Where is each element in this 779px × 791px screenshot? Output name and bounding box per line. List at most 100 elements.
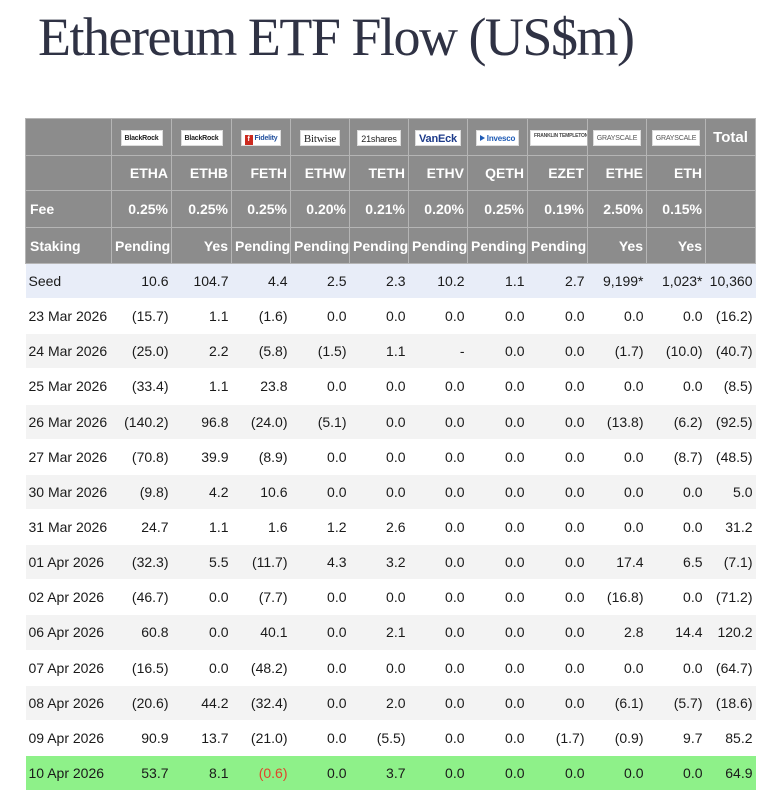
blackrock-logo: BlackRock xyxy=(180,129,223,146)
flow-cell: (6.2) xyxy=(646,404,706,440)
table-row: 23 Mar 2026 (15.7) 1.1 (1.6) 0.0 0.0 0.0 0.0 0.0… xyxy=(25,298,756,335)
flow-cell: 0.0 xyxy=(290,439,350,475)
flow-cell: 0.0 xyxy=(349,439,409,475)
flow-cell: 5.5 xyxy=(171,544,232,581)
flow-cell: 0.0 xyxy=(171,650,232,686)
flow-cell: 0.0 xyxy=(408,368,468,405)
row-date: 26 Mar 2026 xyxy=(25,404,112,440)
fee-value: 0.15% xyxy=(646,190,706,228)
row-total-cell: (92.5) xyxy=(705,404,756,440)
flow-cell: 0.0 xyxy=(527,614,588,651)
flow-cell: 0.0 xyxy=(467,685,528,721)
row-total-cell: (71.2) xyxy=(705,579,756,616)
flow-cell: (11.7) xyxy=(231,544,291,581)
row-total-cell: 31.2 xyxy=(705,509,756,546)
flow-cell: 0.0 xyxy=(587,298,647,335)
flow-cell: (20.6) xyxy=(111,685,172,721)
flow-cell: 10.2 xyxy=(408,263,468,300)
fee-total-blank xyxy=(705,190,756,228)
header-corner-cell xyxy=(25,118,112,156)
flow-cell: 0.0 xyxy=(467,298,528,335)
row-date: 02 Apr 2026 xyxy=(25,579,112,616)
staking-value: Yes xyxy=(646,227,706,264)
row-date: 10 Apr 2026 xyxy=(25,755,112,791)
row-date: 08 Apr 2026 xyxy=(25,685,112,721)
flow-cell: 0.0 xyxy=(467,720,528,756)
flow-cell: 0.0 xyxy=(527,298,588,335)
flow-cell: 0.0 xyxy=(587,439,647,475)
21shares-logo: 21shares xyxy=(357,129,401,146)
flow-cell: (5.8) xyxy=(231,333,291,370)
flow-cell: 0.0 xyxy=(527,404,588,440)
flow-cell: 4.4 xyxy=(231,263,291,300)
flow-cell: 60.8 xyxy=(111,614,172,651)
flow-cell: 0.0 xyxy=(587,755,647,791)
flow-cell: 39.9 xyxy=(171,439,232,475)
flow-cell: (1.7) xyxy=(527,720,588,756)
flow-cell: 0.0 xyxy=(467,439,528,475)
flow-cell: 0.0 xyxy=(646,298,706,335)
flow-cell: 0.0 xyxy=(408,544,468,581)
flow-cell: 6.5 xyxy=(646,544,706,581)
flow-cell: (5.1) xyxy=(290,404,350,440)
flow-cell: 0.0 xyxy=(467,368,528,405)
seed-row: Seed 10.6 104.7 4.4 2.5 2.3 10.2 1.1 2.7 9,199* 1,… xyxy=(25,263,756,300)
row-date: 24 Mar 2026 xyxy=(25,333,112,370)
row-total-cell: (16.2) xyxy=(705,298,756,335)
flow-cell: 0.0 xyxy=(171,579,232,616)
flow-cell: 13.7 xyxy=(171,720,232,756)
flow-cell: - xyxy=(408,333,468,370)
table-row: 08 Apr 2026 (20.6) 44.2 (32.4) 0.0 2.0 0.0 0.0 0… xyxy=(25,685,756,721)
grayscale-logo: GRAYSCALE xyxy=(592,129,642,146)
table-row: 27 Mar 2026 (70.8) 39.9 (8.9) 0.0 0.0 0.0 0.0 0.… xyxy=(25,439,756,475)
flow-cell: 0.0 xyxy=(646,509,706,546)
table-row: 07 Apr 2026 (16.5) 0.0 (48.2) 0.0 0.0 0.0 0.0 0.… xyxy=(25,650,756,686)
flow-cell: (24.0) xyxy=(231,404,291,440)
flow-cell: 1.6 xyxy=(231,509,291,546)
flow-table-body: Seed 10.6 104.7 4.4 2.5 2.3 10.2 1.1 2.7 9,199* 1,… xyxy=(25,263,756,791)
staking-value: Pending xyxy=(111,227,172,264)
row-date: 27 Mar 2026 xyxy=(25,439,112,475)
flow-cell: 0.0 xyxy=(349,368,409,405)
grayscale-logo: GRAYSCALE xyxy=(651,129,701,146)
ticker-header: ETH xyxy=(646,155,706,191)
fee-value: 0.25% xyxy=(111,190,172,228)
flow-cell: 40.1 xyxy=(231,614,291,651)
flow-cell: 0.0 xyxy=(527,368,588,405)
flow-cell: (9.8) xyxy=(111,474,172,510)
flow-cell: (8.9) xyxy=(231,439,291,475)
row-total-cell: (40.7) xyxy=(705,333,756,370)
row-total-cell: (8.5) xyxy=(705,368,756,405)
flow-cell: 0.0 xyxy=(527,685,588,721)
fee-value: 0.20% xyxy=(408,190,468,228)
flow-cell: 23.8 xyxy=(231,368,291,405)
flow-cell: 14.4 xyxy=(646,614,706,651)
flow-cell: 0.0 xyxy=(408,720,468,756)
flow-cell: 0.0 xyxy=(349,650,409,686)
flow-cell: 1.1 xyxy=(467,263,528,300)
flow-cell: (0.6) xyxy=(231,755,291,791)
flow-cell: 0.0 xyxy=(408,439,468,475)
table-row: 26 Mar 2026 (140.2) 96.8 (24.0) (5.1) 0.0 0.0 0… xyxy=(25,404,756,440)
invesco-triangle-icon xyxy=(479,134,485,141)
bitwise-logo: Bitwise xyxy=(299,129,341,146)
flow-cell: 0.0 xyxy=(290,614,350,651)
flow-cell: 0.0 xyxy=(290,755,350,791)
row-total-cell: 10,360 xyxy=(705,263,756,300)
flow-cell: 0.0 xyxy=(408,685,468,721)
flow-cell: 0.0 xyxy=(527,544,588,581)
flow-cell: 2.5 xyxy=(290,263,350,300)
franklin-templeton-logo: FRANKLIN TEMPLETON xyxy=(530,129,587,146)
row-total-cell: 5.0 xyxy=(705,474,756,510)
page-title: Ethereum ETF Flow (US$m) xyxy=(38,7,635,67)
flow-cell: 0.0 xyxy=(290,650,350,686)
flow-cell: 0.0 xyxy=(290,298,350,335)
invesco-logo: Invesco xyxy=(475,129,520,146)
flow-cell: 2.2 xyxy=(171,333,232,370)
flow-cell: (140.2) xyxy=(111,404,172,440)
flow-cell: 0.0 xyxy=(467,509,528,546)
row-total-cell: 64.9 xyxy=(705,755,756,791)
flow-cell: (5.7) xyxy=(646,685,706,721)
fee-label: Fee xyxy=(25,190,112,228)
flow-cell: (1.6) xyxy=(231,298,291,335)
